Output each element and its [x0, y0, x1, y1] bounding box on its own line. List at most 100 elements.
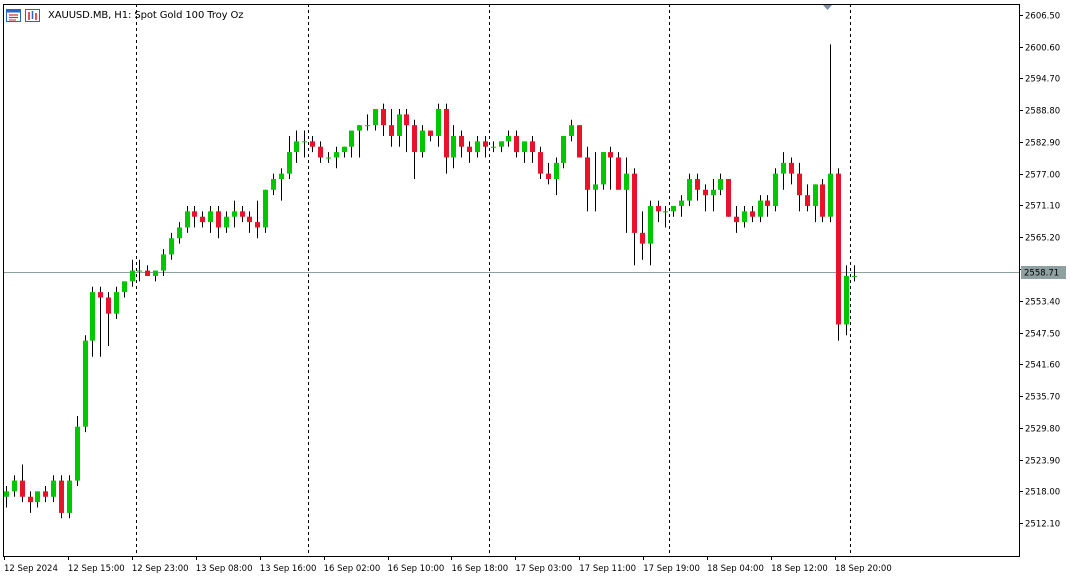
- candle-body: [192, 211, 197, 217]
- chart-window-icon[interactable]: [6, 8, 21, 22]
- y-tick-label: 2571.10: [1025, 202, 1060, 212]
- candle-body: [98, 292, 103, 298]
- candle: [828, 44, 833, 223]
- candle-body: [208, 211, 213, 223]
- x-tick-label: 17 Sep 03:00: [515, 564, 572, 574]
- candle-body: [271, 179, 276, 190]
- candle-body: [483, 141, 488, 147]
- candle: [216, 205, 221, 239]
- candle-body: [797, 173, 802, 196]
- candle: [365, 114, 370, 131]
- y-tick-label: 2535.70: [1025, 393, 1060, 403]
- x-tick-label: 17 Sep 19:00: [643, 564, 700, 574]
- candle-body: [585, 157, 590, 190]
- y-tick-label: 2529.80: [1025, 425, 1060, 435]
- y-tick-label: 2553.40: [1025, 298, 1060, 308]
- candle: [287, 135, 292, 180]
- candle-body: [687, 179, 692, 201]
- candle: [397, 109, 402, 147]
- candle: [632, 168, 637, 266]
- plot-border: [3, 4, 1020, 557]
- candle: [4, 485, 9, 508]
- candle-body: [828, 173, 833, 217]
- candle-body: [20, 480, 25, 497]
- candle-body: [428, 130, 433, 136]
- candle-body: [836, 173, 841, 325]
- candle: [232, 200, 237, 228]
- candle: [342, 146, 347, 158]
- candle-body: [247, 216, 252, 223]
- x-tick-label: 16 Sep 02:00: [324, 564, 381, 574]
- y-tick-label: 2606.50: [1025, 12, 1060, 22]
- candle: [153, 270, 158, 282]
- candle: [192, 205, 197, 228]
- candle: [357, 125, 362, 158]
- candle: [122, 281, 127, 298]
- candle-body: [679, 200, 684, 206]
- candle-body: [349, 130, 354, 147]
- candle-body: [106, 297, 111, 314]
- candle-body: [444, 109, 449, 158]
- candle-body: [318, 146, 323, 158]
- candle-body: [302, 141, 307, 143]
- candle: [310, 135, 315, 153]
- y-tick-label: 2512.10: [1025, 520, 1060, 530]
- x-tick-label: 12 Sep 15:00: [68, 564, 125, 574]
- candle-body: [852, 275, 857, 277]
- candle: [538, 146, 543, 180]
- candle: [475, 135, 480, 158]
- candle-body: [404, 114, 409, 126]
- candle-body: [35, 491, 40, 503]
- candle: [114, 286, 119, 320]
- candle: [585, 146, 590, 212]
- candle: [671, 205, 676, 217]
- candle: [703, 184, 708, 212]
- chart-frame: [3, 4, 1020, 557]
- candle: [161, 249, 166, 276]
- candle: [616, 152, 621, 190]
- candle: [640, 211, 645, 260]
- candle-body: [83, 340, 88, 427]
- candle: [67, 475, 72, 519]
- y-tick-label: 2577.00: [1025, 171, 1060, 181]
- candle: [185, 205, 190, 233]
- candle: [98, 286, 103, 357]
- candle: [758, 195, 763, 223]
- y-tick-label: 2541.60: [1025, 361, 1060, 371]
- candle-body: [711, 189, 716, 196]
- candle-body: [326, 157, 331, 159]
- candle: [349, 130, 354, 158]
- candle-body: [185, 211, 190, 228]
- candle-body: [640, 232, 645, 244]
- candle-body: [844, 275, 849, 325]
- candle: [271, 173, 276, 196]
- candle: [90, 286, 95, 357]
- price-axis: 2606.50 2600.60 2594.70 2588.80 2582.90 2577.…: [1019, 12, 1066, 530]
- candle: [302, 130, 307, 158]
- x-tick-label: 16 Sep 18:00: [451, 564, 508, 574]
- candle-body: [820, 184, 825, 217]
- candle-body: [703, 189, 708, 196]
- x-tick-label: 18 Sep 04:00: [707, 564, 764, 574]
- candle: [577, 125, 582, 158]
- y-tick-label: 2594.70: [1025, 75, 1060, 85]
- candle: [467, 141, 472, 163]
- candle-body: [530, 141, 535, 153]
- candle: [177, 222, 182, 244]
- x-tick-label: 12 Sep 23:00: [132, 564, 189, 574]
- x-tick-label: 12 Sep 2024: [4, 564, 58, 574]
- candle: [28, 491, 33, 513]
- candle-body: [561, 135, 566, 163]
- candle-body: [451, 135, 456, 158]
- candle-body: [122, 281, 127, 293]
- candle: [522, 141, 527, 163]
- candle-body: [514, 135, 519, 153]
- bar-chart-icon[interactable]: [25, 8, 40, 22]
- candle: [247, 211, 252, 233]
- candle: [428, 130, 433, 142]
- candle: [436, 103, 441, 147]
- candle-body: [216, 211, 221, 228]
- candle-body: [522, 141, 527, 153]
